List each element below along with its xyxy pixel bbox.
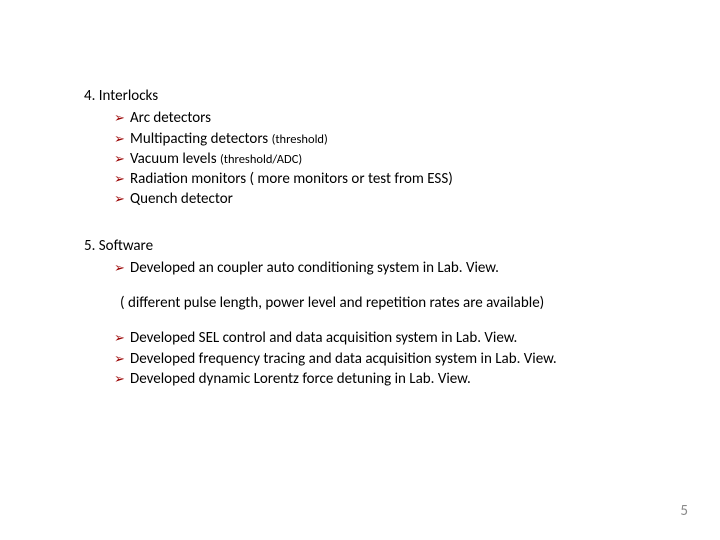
section-5-note: ( different pulse length, power level an… [120,293,660,313]
list-item: ➢ Developed dynamic Lorentz force detuni… [114,369,660,389]
item-paren: (threshold/ADC) [220,152,302,167]
list-item: ➢ Developed SEL control and data acquisi… [114,328,660,348]
list-item: ➢ Vacuum levels (threshold/ADC) [114,149,660,169]
item-text: Developed an coupler auto conditioning s… [130,259,499,277]
item-paren: (threshold) [272,132,328,147]
item-text: Developed dynamic Lorentz force detuning… [130,370,471,388]
list-item: ➢ Developed frequency tracing and data a… [114,349,660,369]
page-number: 5 [680,502,688,520]
section-5-list: ➢ Developed an coupler auto conditioning… [114,258,660,278]
bullet-icon: ➢ [114,328,125,348]
bullet-icon: ➢ [114,129,125,149]
bullet-icon: ➢ [114,258,125,278]
list-item: ➢ Quench detector [114,189,660,209]
section-5-list-cont: ➢ Developed SEL control and data acquisi… [114,328,660,389]
bullet-icon: ➢ [114,349,125,369]
item-text: Developed frequency tracing and data acq… [130,350,557,368]
bullet-icon: ➢ [114,369,125,389]
section-5-heading: 5. Software [84,236,660,256]
item-text: Radiation monitors ( more monitors or te… [130,170,453,188]
bullet-icon: ➢ [114,169,125,189]
item-text: Vacuum levels [130,150,220,168]
list-item: ➢ Radiation monitors ( more monitors or … [114,169,660,189]
section-4-list: ➢ Arc detectors ➢ Multipacting detectors… [114,108,660,209]
bullet-icon: ➢ [114,189,125,209]
section-spacer [84,210,660,236]
section-4-heading: 4. Interlocks [84,86,660,106]
bullet-icon: ➢ [114,149,125,169]
slide-body: 4. Interlocks ➢ Arc detectors ➢ Multipac… [0,0,720,540]
list-item: ➢ Developed an coupler auto conditioning… [114,258,660,278]
item-text: Developed SEL control and data acquisiti… [130,329,517,347]
list-item: ➢ Arc detectors [114,108,660,128]
bullet-icon: ➢ [114,108,125,128]
item-text: Arc detectors [130,109,211,127]
item-text: Multipacting detectors [130,130,272,148]
item-text: Quench detector [130,190,233,208]
list-item: ➢ Multipacting detectors (threshold) [114,129,660,149]
